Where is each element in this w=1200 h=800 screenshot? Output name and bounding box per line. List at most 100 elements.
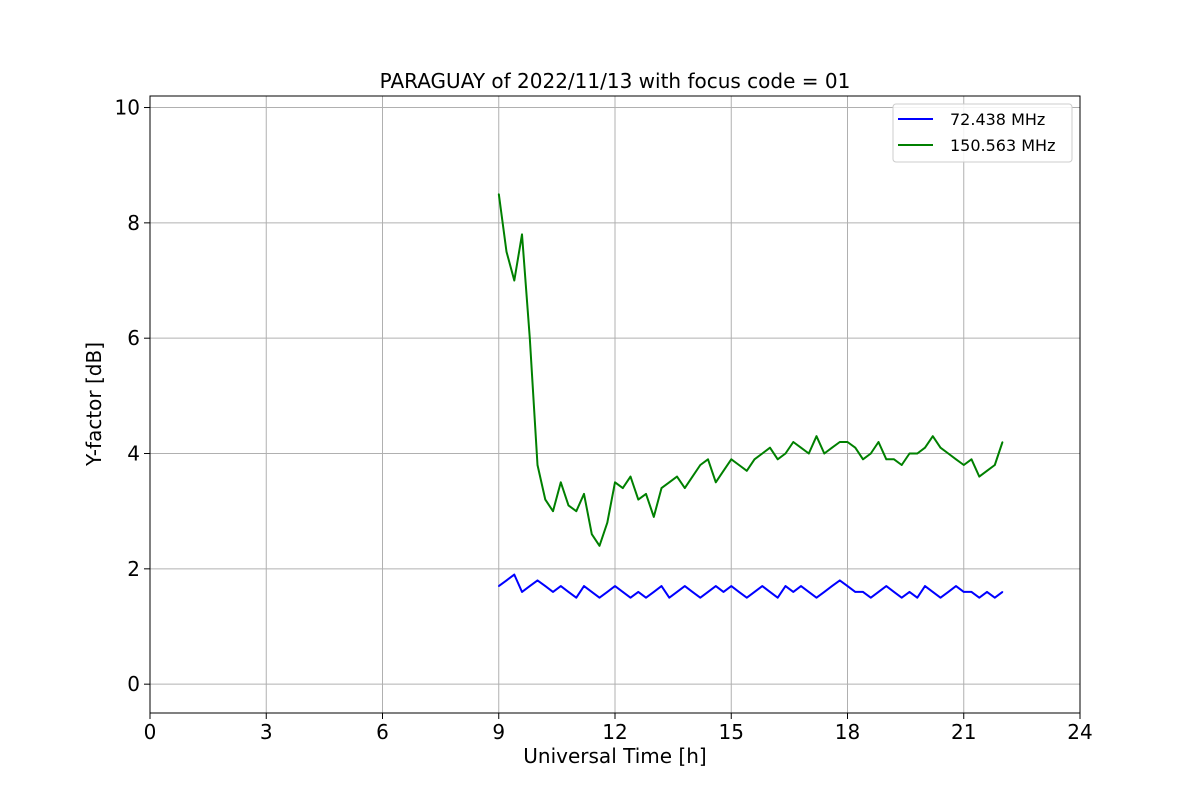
data-point [854, 446, 857, 449]
data-point [746, 470, 748, 472]
data-point [707, 458, 709, 461]
data-point [699, 464, 702, 466]
data-point [939, 446, 942, 449]
data-point [1001, 591, 1004, 593]
data-point [645, 596, 647, 599]
y-tick-label: 6 [127, 326, 140, 350]
data-point [776, 458, 779, 461]
data-point [629, 596, 632, 599]
data-point [808, 591, 810, 593]
data-point [606, 521, 609, 524]
data-point [552, 591, 554, 593]
data-point [970, 458, 973, 461]
data-point [978, 596, 981, 599]
data-point [924, 585, 926, 587]
data-point [598, 596, 601, 599]
data-point [637, 591, 640, 593]
data-point [560, 585, 562, 587]
data-point [513, 279, 516, 282]
data-point [885, 458, 888, 461]
data-point [645, 493, 647, 495]
legend-box [892, 103, 1073, 163]
data-point [529, 337, 531, 340]
y-tick-label: 4 [127, 442, 140, 466]
data-point [591, 533, 593, 535]
y-tick-label: 0 [127, 672, 140, 696]
data-point [498, 193, 500, 195]
x-axis-label: Universal Time [h] [523, 744, 706, 768]
chart-title: PARAGUAY of 2022/11/13 with focus code =… [380, 69, 851, 93]
data-point [660, 487, 663, 489]
data-point [513, 573, 516, 576]
x-tick-label: 0 [144, 720, 157, 744]
data-point [575, 510, 578, 512]
x-tick-label: 9 [492, 720, 505, 744]
data-point [598, 545, 601, 547]
data-point [815, 596, 818, 599]
data-point [544, 585, 547, 587]
data-point [839, 441, 841, 443]
data-point [862, 591, 864, 593]
series-layer [497, 193, 1004, 599]
data-point [505, 579, 508, 582]
data-point [893, 591, 895, 593]
data-point [792, 591, 795, 593]
data-point [994, 464, 996, 466]
series-1 [497, 193, 1004, 547]
data-point [529, 585, 531, 587]
x-tick-label: 15 [719, 720, 744, 744]
x-tick-label: 21 [951, 720, 976, 744]
data-point [784, 452, 787, 455]
data-point [908, 591, 911, 593]
data-point [583, 585, 585, 587]
data-point [622, 591, 624, 593]
data-point [877, 591, 880, 593]
data-point [699, 596, 702, 599]
data-point [614, 481, 616, 484]
x-axis-ticks: 0 3 6 9 12 15 18 21 24 [144, 713, 1093, 744]
data-point [575, 596, 578, 599]
data-point [831, 585, 833, 587]
data-point [684, 487, 686, 489]
x-tick-label: 12 [602, 720, 627, 744]
data-point [916, 452, 919, 455]
data-point [676, 475, 678, 478]
data-point [552, 510, 554, 512]
data-point [560, 481, 562, 484]
data-point [707, 591, 709, 593]
data-point [792, 441, 795, 443]
series-line-0 [498, 573, 1004, 599]
legend: 72.438 MHz 150.563 MHz [892, 103, 1073, 163]
data-point [629, 475, 632, 478]
data-point [761, 585, 764, 587]
data-point [924, 446, 926, 449]
data-point [970, 591, 973, 593]
data-point [784, 585, 787, 587]
data-point [583, 493, 585, 495]
data-point [738, 591, 740, 593]
data-point [753, 591, 756, 593]
legend-label-0: 72.438 MHz [950, 110, 1045, 129]
data-point [498, 585, 500, 587]
data-point [521, 591, 523, 593]
series-line-1 [497, 193, 1004, 547]
x-tick-label: 18 [835, 720, 860, 744]
data-point [606, 591, 609, 593]
data-point [823, 452, 826, 455]
data-point [963, 591, 965, 593]
x-tick-label: 6 [376, 720, 389, 744]
data-point [955, 585, 957, 587]
data-point [676, 591, 678, 593]
data-point [800, 446, 802, 449]
data-point [536, 464, 539, 466]
data-point [653, 591, 655, 593]
data-point [877, 441, 880, 443]
series-0 [498, 573, 1004, 599]
data-point [691, 591, 694, 593]
data-point [614, 585, 616, 587]
data-point [870, 452, 872, 455]
data-point [862, 458, 864, 461]
data-point [505, 250, 508, 253]
data-point [908, 452, 911, 455]
